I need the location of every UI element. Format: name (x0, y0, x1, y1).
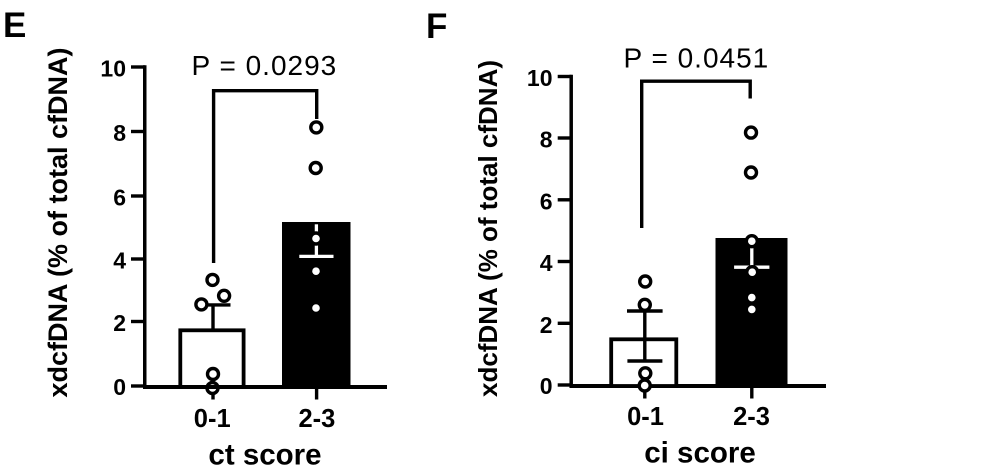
svg-text:4: 4 (113, 248, 126, 274)
svg-text:0-1: 0-1 (627, 403, 664, 431)
svg-text:2: 2 (540, 312, 553, 338)
svg-text:P = 0.0451: P = 0.0451 (624, 43, 770, 74)
svg-text:E: E (3, 6, 26, 45)
svg-text:2: 2 (113, 310, 126, 336)
svg-text:6: 6 (113, 185, 126, 211)
svg-text:F: F (426, 7, 447, 46)
svg-text:0: 0 (540, 373, 553, 399)
svg-text:ci score: ci score (644, 437, 756, 469)
svg-text:xdcfDNA (% of total cfDNA): xdcfDNA (% of total cfDNA) (43, 48, 73, 398)
svg-text:6: 6 (540, 188, 553, 214)
svg-text:0-1: 0-1 (194, 405, 231, 433)
svg-text:10: 10 (100, 56, 126, 82)
svg-text:xdcfDNA (% of total cfDNA): xdcfDNA (% of total cfDNA) (473, 60, 503, 397)
svg-text:10: 10 (527, 65, 553, 91)
svg-text:4: 4 (540, 250, 553, 276)
svg-text:P = 0.0293: P = 0.0293 (192, 50, 338, 81)
svg-text:8: 8 (540, 127, 553, 153)
svg-text:2-3: 2-3 (298, 405, 335, 433)
svg-text:2-3: 2-3 (733, 403, 770, 431)
svg-text:ct score: ct score (208, 439, 321, 469)
svg-text:0: 0 (113, 374, 126, 400)
svg-text:8: 8 (113, 120, 126, 146)
